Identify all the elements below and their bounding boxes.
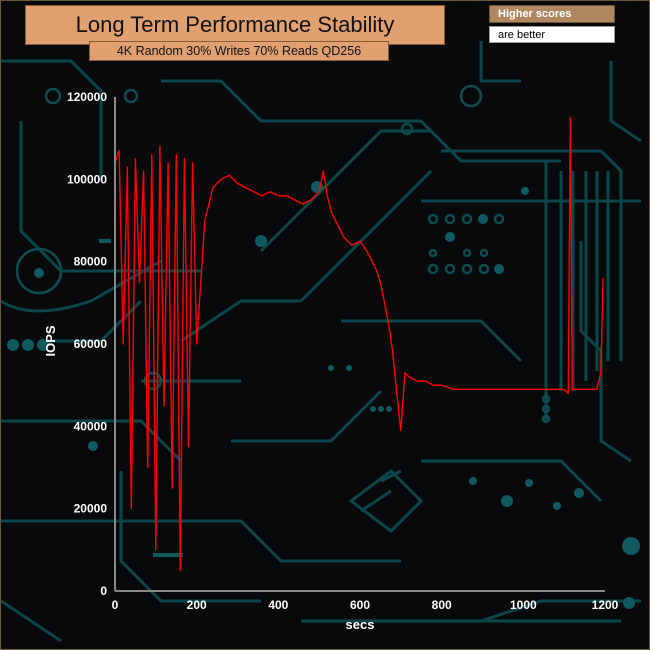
plot-area [114,116,604,572]
x-tick-label: 800 [432,598,452,612]
x-tick-label: 0 [112,598,119,612]
y-tick-label: 80000 [74,255,108,269]
x-axis-label: secs [346,617,375,632]
x-tick-labels: 0 200 400 600 800 1000 1200 [112,598,619,612]
note-higher-scores: Higher scores [489,5,615,23]
y-tick-label: 60000 [74,337,108,351]
x-tick-label: 600 [350,598,370,612]
y-tick-label: 100000 [67,172,107,186]
y-tick-labels: 0 20000 40000 60000 80000 100000 120000 [67,90,107,598]
x-tick-label: 200 [187,598,207,612]
y-tick-label: 40000 [74,419,108,433]
chart-subtitle: 4K Random 30% Writes 70% Reads QD256 [89,41,389,61]
x-tick-label: 400 [268,598,288,612]
x-tick-label: 1000 [510,598,537,612]
y-tick-label: 0 [100,584,107,598]
series-line-0 [114,116,604,572]
chart-title: Long Term Performance Stability [25,5,445,45]
note-are-better: are better [489,26,615,43]
y-axis-label: IOPS [43,325,58,356]
y-tick-label: 20000 [74,502,108,516]
x-tick-label: 1200 [592,598,619,612]
y-tick-label: 120000 [67,90,107,104]
